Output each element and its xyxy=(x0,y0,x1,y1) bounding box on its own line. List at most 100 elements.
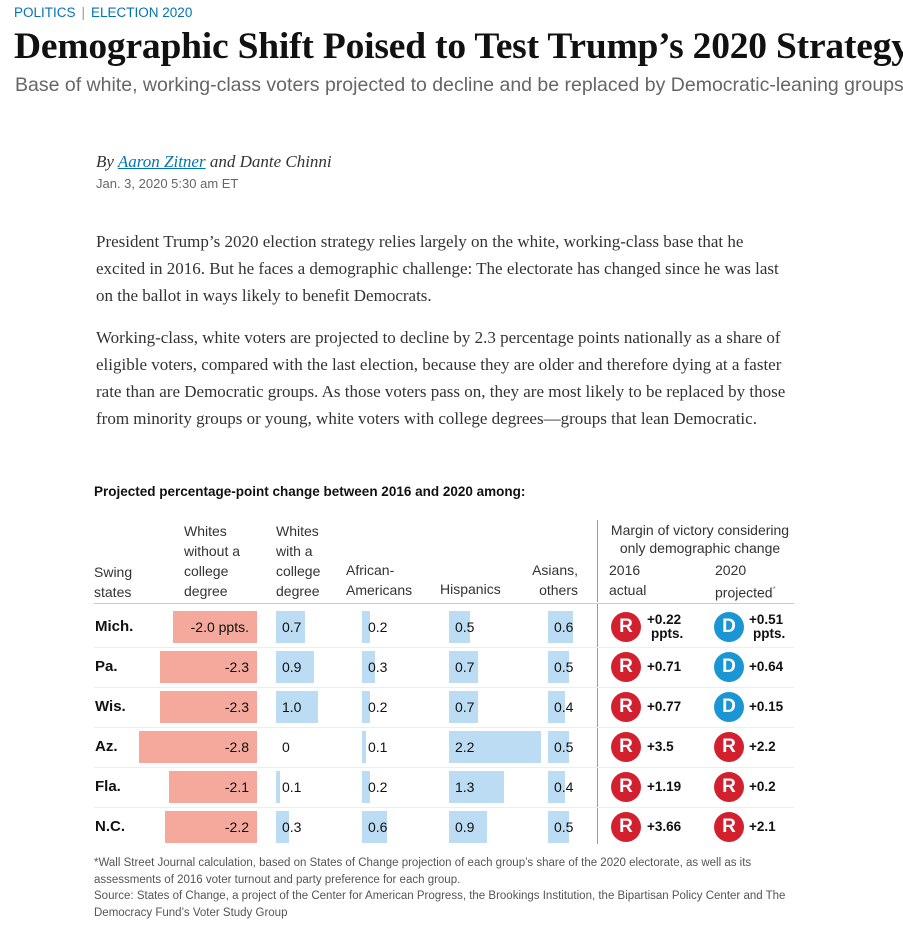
party-badge-2016: R xyxy=(611,692,641,722)
projected-footnote-mark: * xyxy=(772,585,776,594)
value-college: 0.9 xyxy=(282,659,302,675)
value-whites-no-college: -2.0 ppts. xyxy=(190,619,249,635)
row-separator xyxy=(94,767,794,768)
footnote-methodology: *Wall Street Journal calculation, based … xyxy=(94,857,752,886)
header-hispanics: Hispanics xyxy=(440,581,501,597)
bar-whites-no-college xyxy=(173,611,257,643)
margin-2020-value: +0.51 xyxy=(749,612,784,627)
bar-african xyxy=(362,691,371,723)
bar-african xyxy=(362,611,371,643)
margin-2016-value: +3.66 xyxy=(647,819,682,834)
party-badge-2016: R xyxy=(611,732,641,762)
bar-asian xyxy=(548,731,569,763)
state-label: Wis. xyxy=(95,698,126,715)
header-2016-actual: 2016 actual xyxy=(609,562,647,598)
byline: By Aaron Zitner and Dante Chinni xyxy=(96,152,332,172)
bar-african xyxy=(362,731,367,763)
margin-2016-value: +0.77 xyxy=(647,699,682,714)
header-african-americans: African- Americans xyxy=(346,562,413,598)
value-college: 0.7 xyxy=(282,619,302,635)
value-african: 0.2 xyxy=(368,619,388,635)
value-hispanic: 0.9 xyxy=(455,819,475,835)
margin-2020-value: +2.2 xyxy=(749,739,776,754)
header-margin-title: Margin of victory considering only demog… xyxy=(610,522,790,556)
party-badge-2020: D xyxy=(714,652,744,682)
margin-2016-value: +0.22 xyxy=(647,612,682,627)
value-asian: 0.5 xyxy=(554,659,574,675)
value-college: 1.0 xyxy=(282,699,302,715)
margin-2020-value: +2.1 xyxy=(749,819,776,834)
bar-hispanic xyxy=(449,651,479,683)
bar-hispanic xyxy=(449,691,479,723)
dek: Base of white, working-class voters proj… xyxy=(15,74,903,96)
headline: Demographic Shift Poised to Test Trump’s… xyxy=(14,26,903,67)
value-hispanic: 0.7 xyxy=(455,659,475,675)
margin-2020: +0.64 xyxy=(749,660,783,674)
value-hispanic: 0.5 xyxy=(455,619,475,635)
bar-whites-no-college xyxy=(160,651,257,683)
row-separator xyxy=(94,807,794,808)
bar-african xyxy=(362,771,371,803)
bar-whites-no-college xyxy=(139,731,257,763)
margin-2020: +0.2 xyxy=(749,780,776,794)
margin-2020: +0.15 xyxy=(749,700,783,714)
bar-whites-no-college xyxy=(160,691,257,723)
margin-2016: +3.5 xyxy=(647,740,674,754)
value-african: 0.3 xyxy=(368,659,388,675)
value-whites-no-college: -2.2 xyxy=(224,819,249,835)
bar-asian xyxy=(548,771,565,803)
bar-african xyxy=(362,651,375,683)
value-asian: 0.4 xyxy=(554,779,574,795)
column-divider xyxy=(597,604,598,844)
byline-coauthor: and Dante Chinni xyxy=(209,152,332,171)
bar-whites-no-college xyxy=(168,771,257,803)
state-label: Az. xyxy=(95,738,118,755)
header-2020-projected-text: 2020 projected xyxy=(715,562,773,601)
article-paragraph: President Trump’s 2020 election strategy… xyxy=(96,232,779,305)
author-link[interactable]: Aaron Zitner xyxy=(117,152,206,171)
margin-2016-value: +0.71 xyxy=(647,659,682,674)
party-badge-2020: R xyxy=(714,812,744,842)
value-whites-no-college: -2.3 xyxy=(224,699,249,715)
state-label: Mich. xyxy=(95,618,134,635)
footnote-source: Source: States of Change, a project of t… xyxy=(94,890,786,919)
bar-whites-no-college xyxy=(164,811,257,843)
margin-2016: +1.19 xyxy=(647,780,681,794)
margin-2016-value: +1.19 xyxy=(647,779,682,794)
value-hispanic: 0.7 xyxy=(455,699,475,715)
chart-title: Projected percentage-point change betwee… xyxy=(94,484,526,499)
bar-asian xyxy=(548,651,569,683)
party-badge-2016: R xyxy=(611,612,641,642)
value-asian: 0.5 xyxy=(554,819,574,835)
value-asian: 0.6 xyxy=(554,619,574,635)
margin-2020-value: +0.15 xyxy=(749,699,784,714)
value-whites-no-college: -2.1 xyxy=(224,779,249,795)
bar-college xyxy=(276,811,289,843)
breadcrumb: POLITICS | ELECTION 2020 xyxy=(14,5,192,20)
byline-prefix: By xyxy=(96,152,114,171)
value-african: 0.2 xyxy=(368,779,388,795)
value-asian: 0.5 xyxy=(554,739,574,755)
breadcrumb-subsection-link[interactable]: ELECTION 2020 xyxy=(91,5,193,20)
state-label: Fla. xyxy=(95,778,121,795)
party-badge-2016: R xyxy=(611,772,641,802)
margin-2020: +2.1 xyxy=(749,820,776,834)
value-hispanic: 1.3 xyxy=(455,779,475,795)
article-paragraph: Working-class, white voters are projecte… xyxy=(96,328,786,428)
header-whites-college: Whites with a college degree xyxy=(276,523,321,599)
party-badge-2016: R xyxy=(611,652,641,682)
breadcrumb-section-link[interactable]: POLITICS xyxy=(14,5,76,20)
value-whites-no-college: -2.3 xyxy=(224,659,249,675)
header-asians-others: Asians, others xyxy=(532,562,578,598)
timestamp: Jan. 3, 2020 5:30 am ET xyxy=(96,176,239,191)
value-college: 0 xyxy=(282,739,290,755)
margin-2016: +3.66 xyxy=(647,820,681,834)
margin-2016-value: +3.5 xyxy=(647,739,674,754)
row-separator xyxy=(94,687,794,688)
bar-asian xyxy=(548,611,574,643)
row-separator xyxy=(94,727,794,728)
row-separator xyxy=(94,647,794,648)
header-swing-states: Swing states xyxy=(94,564,133,600)
party-badge-2020: D xyxy=(714,692,744,722)
